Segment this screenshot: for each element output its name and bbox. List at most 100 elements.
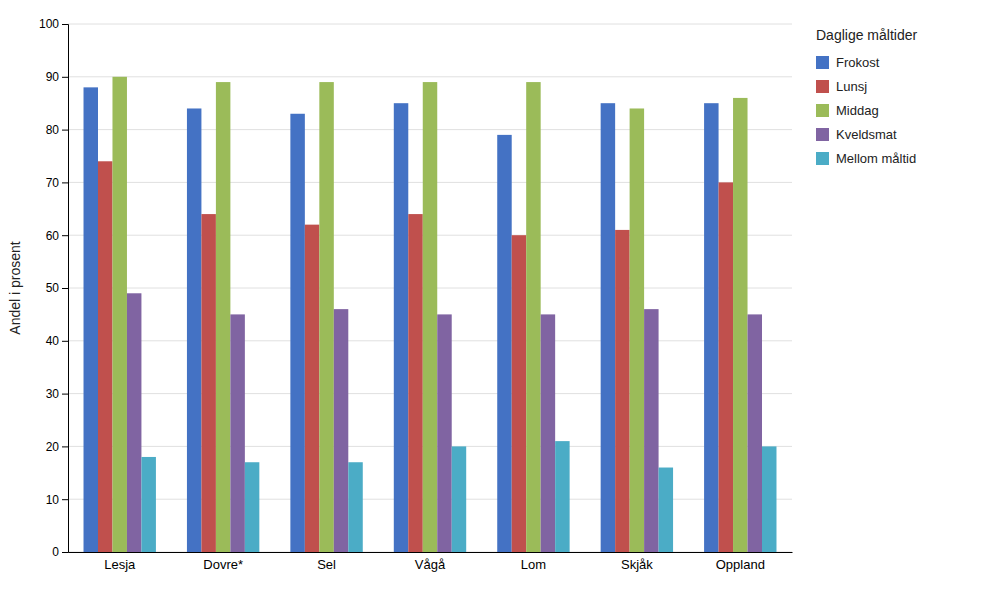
- legend-title: Daglige måltider: [816, 27, 917, 43]
- bar: [423, 82, 437, 552]
- y-tick-mark: [62, 288, 68, 289]
- y-axis-title: Andel i prosent: [7, 241, 23, 335]
- x-tick: Dovre*: [203, 552, 243, 572]
- y-tick: 30: [46, 387, 68, 401]
- y-tick-label: 60: [46, 229, 60, 243]
- bar: [141, 457, 155, 552]
- legend-label: Lunsj: [836, 79, 867, 94]
- legend-label: Kveldsmat: [836, 127, 897, 142]
- bar: [290, 114, 304, 552]
- legend-label: Mellom måltid: [836, 151, 916, 166]
- y-tick-mark: [62, 182, 68, 183]
- bar-series: [141, 441, 776, 552]
- bar: [305, 225, 319, 552]
- plot-area: Lesja Dovre* Sel Vågå Lom Skjåk Oppland 0 10 20 30…: [39, 17, 793, 572]
- y-tick-label: 30: [46, 387, 60, 401]
- bar: [127, 293, 141, 552]
- y-tick: 90: [46, 70, 68, 84]
- y-tick-label: 100: [39, 17, 59, 31]
- bar-series: [84, 87, 719, 552]
- legend-label: Frokost: [836, 55, 880, 70]
- y-tick: 0: [52, 545, 68, 559]
- y-tick-mark: [62, 394, 68, 395]
- bar: [762, 446, 776, 552]
- bar: [615, 230, 629, 552]
- bar: [84, 87, 98, 552]
- bar: [748, 314, 762, 552]
- legend-swatch: [816, 80, 829, 93]
- legend-item: Lunsj: [816, 79, 867, 94]
- y-tick: 60: [46, 229, 68, 243]
- x-tick: Oppland: [716, 552, 765, 572]
- legend-swatch: [816, 128, 829, 141]
- grid-line: [68, 76, 792, 77]
- y-tick-label: 50: [46, 281, 60, 295]
- legend: Daglige måltider Frokost Lunsj Middag Kvelds…: [816, 27, 917, 166]
- y-tick-label: 80: [46, 123, 60, 137]
- x-tick-label: Skjåk: [621, 557, 653, 572]
- x-tick: Lom: [521, 552, 546, 572]
- bar: [230, 314, 244, 552]
- x-axis-line: [69, 552, 793, 553]
- y-tick-label: 0: [52, 545, 59, 559]
- y-tick: 10: [46, 493, 68, 507]
- bar: [733, 98, 747, 552]
- bar: [659, 468, 673, 552]
- bar: [452, 446, 466, 552]
- y-tick-label: 10: [46, 493, 60, 507]
- y-tick-mark: [62, 552, 68, 553]
- y-tick: 40: [46, 334, 68, 348]
- bar: [201, 214, 215, 552]
- legend-label: Middag: [836, 103, 879, 118]
- grid: [68, 24, 792, 552]
- y-tick: 80: [46, 123, 68, 137]
- y-tick-mark: [62, 235, 68, 236]
- y-tick: 70: [46, 176, 68, 190]
- bar: [348, 462, 362, 552]
- bar: [98, 161, 112, 552]
- y-tick-label: 40: [46, 334, 60, 348]
- legend-swatch: [816, 56, 829, 69]
- y-tick: 50: [46, 281, 68, 295]
- bar: [512, 235, 526, 552]
- bar: [437, 314, 451, 552]
- bar: [112, 77, 126, 552]
- legend-item: Mellom måltid: [816, 151, 916, 166]
- bar-series: [112, 77, 747, 552]
- x-tick-label: Sel: [317, 557, 336, 572]
- x-tick: Sel: [317, 552, 336, 572]
- x-tick: Skjåk: [621, 552, 653, 572]
- x-tick-label: Lom: [521, 557, 546, 572]
- x-tick-label: Oppland: [716, 557, 765, 572]
- bar-series: [127, 293, 762, 552]
- y-tick-mark: [62, 446, 68, 447]
- bar: [245, 462, 259, 552]
- x-tick: Lesja: [104, 552, 136, 572]
- bar: [704, 103, 718, 552]
- y-axis: 0 10 20 30 40 50 60 70 80 90 100: [39, 17, 69, 559]
- y-tick-mark: [62, 24, 68, 25]
- y-tick-mark: [62, 77, 68, 78]
- y-tick-mark: [62, 341, 68, 342]
- x-tick-label: Dovre*: [203, 557, 243, 572]
- y-tick-mark: [62, 499, 68, 500]
- legend-swatch: [816, 152, 829, 165]
- bar: [497, 135, 511, 552]
- x-tick: Vågå: [415, 552, 446, 572]
- chart: Lesja Dovre* Sel Vågå Lom Skjåk Oppland 0 10 20 30…: [0, 0, 982, 596]
- x-tick-label: Vågå: [415, 557, 446, 572]
- grid-line: [68, 24, 792, 25]
- bar: [319, 82, 333, 552]
- bars: [84, 77, 777, 552]
- y-axis-line: [62, 25, 69, 553]
- y-tick: 20: [46, 440, 68, 454]
- x-axis: Lesja Dovre* Sel Vågå Lom Skjåk Oppland: [69, 552, 793, 572]
- bar: [526, 82, 540, 552]
- legend-item: Frokost: [816, 55, 880, 70]
- bar: [719, 182, 733, 552]
- y-tick-label: 20: [46, 440, 60, 454]
- bar: [334, 309, 348, 552]
- y-tick-mark: [62, 130, 68, 131]
- legend-swatch: [816, 104, 829, 117]
- bar: [216, 82, 230, 552]
